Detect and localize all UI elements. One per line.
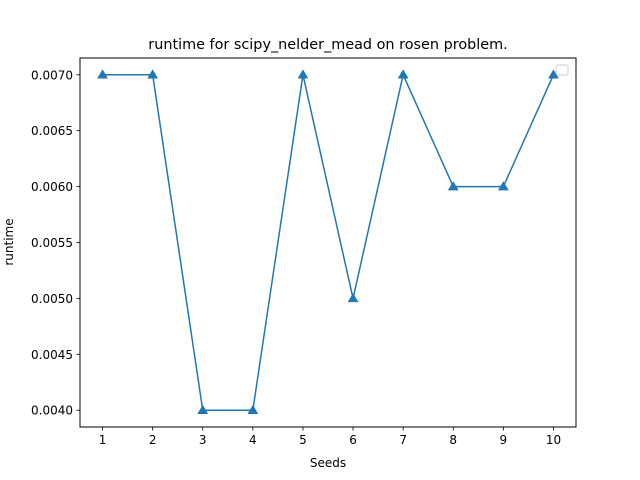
x-tick-label: 7 xyxy=(399,433,407,447)
data-point-marker xyxy=(297,69,309,79)
y-tick-label: 0.0065 xyxy=(31,124,73,138)
data-point-marker xyxy=(197,404,209,414)
x-tick-label: 10 xyxy=(546,433,561,447)
data-point-marker xyxy=(147,69,159,79)
x-tick-label: 2 xyxy=(149,433,157,447)
y-tick-label: 0.0045 xyxy=(31,348,73,362)
chart-title: runtime for scipy_nelder_mead on rosen p… xyxy=(148,37,507,53)
x-tick-label: 9 xyxy=(500,433,508,447)
data-point-marker xyxy=(497,181,509,191)
series-line xyxy=(102,74,555,411)
legend-box xyxy=(555,64,569,76)
data-point-marker xyxy=(97,69,108,79)
y-tick-label: 0.0060 xyxy=(31,180,73,194)
legend xyxy=(555,64,569,76)
y-tick-label: 0.0040 xyxy=(31,404,73,418)
data-point-marker xyxy=(447,181,459,191)
data-point-marker xyxy=(397,69,409,79)
x-tick-label: 3 xyxy=(199,433,207,447)
y-tick-label: 0.0070 xyxy=(31,68,73,82)
data-point-marker xyxy=(347,292,359,303)
x-tick-label: 8 xyxy=(449,433,457,447)
y-tick-label: 0.0050 xyxy=(31,292,73,306)
y-axis-label: runtime xyxy=(2,218,16,265)
data-point-marker xyxy=(247,404,259,414)
x-tick-label: 1 xyxy=(99,433,107,447)
x-axis-label: Seeds xyxy=(310,456,346,470)
y-tick-label: 0.0055 xyxy=(31,236,73,250)
axis-ticks: 1 2 3 4 5 6 7 8 9 10 0.0040 0.0045 0.0050 0.0055 0.006… xyxy=(31,68,561,447)
x-tick-label: 5 xyxy=(299,433,307,447)
x-tick-label: 6 xyxy=(349,433,357,447)
x-tick-label: 4 xyxy=(249,433,257,447)
